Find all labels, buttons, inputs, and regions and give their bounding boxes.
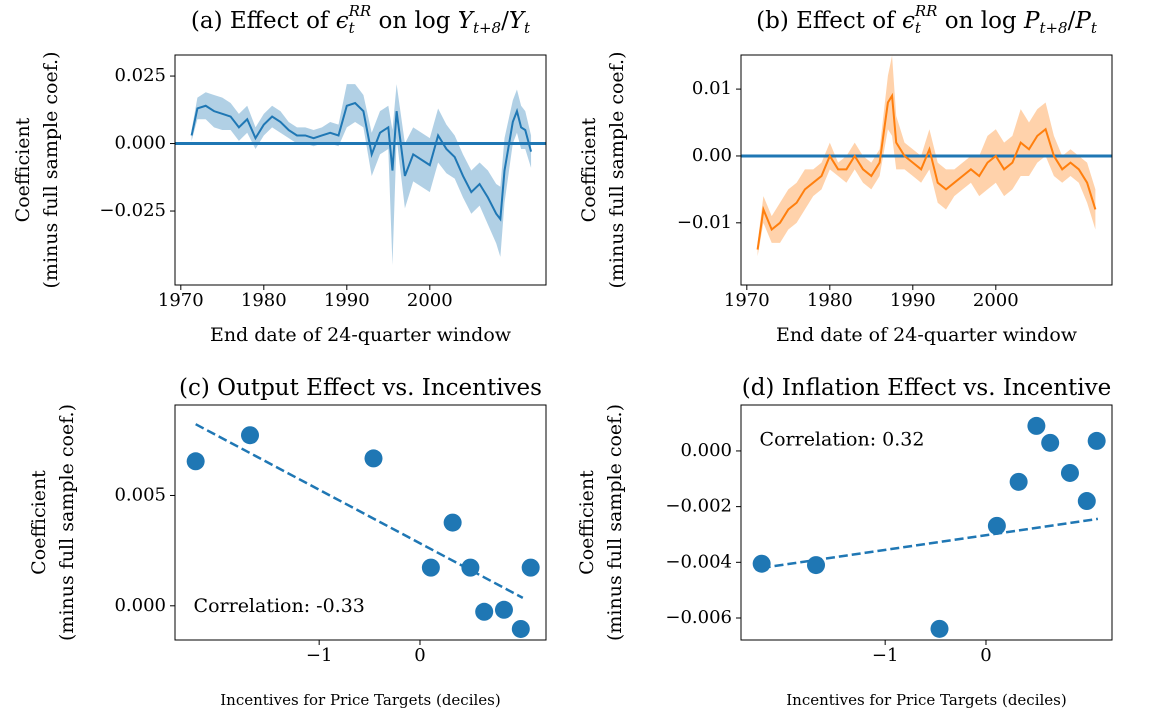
plot-area — [175, 84, 546, 266]
point — [461, 558, 480, 577]
y-tick-label: 0.005 — [114, 484, 166, 505]
y-tick-label: 0.025 — [114, 65, 166, 86]
y-tick-label: −0.002 — [665, 496, 732, 517]
point — [752, 554, 771, 573]
point — [1041, 433, 1060, 452]
fit-line — [195, 423, 524, 599]
plot-area — [186, 423, 540, 638]
x-tick-label: 2000 — [407, 290, 453, 311]
title-part: RR — [348, 2, 372, 20]
plot-area — [752, 416, 1106, 638]
y-tick-label: −0.006 — [665, 607, 732, 628]
y-tick-label: 0.01 — [692, 78, 732, 99]
x-tick-label: 1980 — [241, 290, 287, 311]
title-part: Y — [458, 8, 476, 34]
title-part: P — [1023, 8, 1040, 34]
title-part: t+8 — [1039, 19, 1067, 37]
point — [1087, 431, 1106, 450]
x-tick-label: 1970 — [724, 290, 770, 311]
x-tick-label: 1990 — [890, 290, 936, 311]
y-axis-label: (minus full sample coef.) — [56, 404, 78, 641]
axes-frame — [740, 404, 1113, 641]
x-tick-label: −1 — [306, 645, 333, 666]
title-part: P — [1074, 8, 1091, 34]
title-part: ϵ — [336, 8, 349, 34]
y-axis-label: (minus full sample coef.) — [40, 52, 62, 289]
point — [364, 449, 383, 468]
point — [1060, 463, 1079, 482]
y-axis-label: (minus full sample coef.) — [606, 52, 628, 289]
y-tick-label: 0.00 — [692, 145, 732, 166]
y-axis-label: Coefficient — [578, 117, 600, 222]
title-part: on log — [937, 8, 1024, 34]
y-tick-label: −0.01 — [677, 212, 732, 233]
point — [1027, 416, 1046, 435]
x-tick-label: 1990 — [324, 290, 370, 311]
title-part: / — [1068, 8, 1076, 34]
point — [521, 558, 540, 577]
title-part: Y — [509, 8, 527, 34]
point — [443, 513, 462, 532]
point — [807, 556, 826, 575]
annotation: Correlation: 0.32 — [760, 428, 925, 450]
x-tick-label: 1980 — [807, 290, 853, 311]
x-tick-label: 0 — [414, 645, 425, 666]
title-part: (b) Effect of — [756, 8, 902, 34]
panel-title: (c) Output Effect vs. Incentives — [179, 375, 542, 401]
y-axis-label: Coefficient — [576, 470, 598, 575]
title-part: t — [524, 19, 531, 37]
x-axis-label: End date of 24-quarter window — [210, 324, 512, 346]
plot-area — [741, 55, 1112, 257]
y-axis-label: Coefficient — [28, 470, 50, 575]
x-tick-label: 1970 — [158, 290, 204, 311]
title-part: / — [501, 8, 509, 34]
x-axis-label: Incentives for Price Targets (deciles) — [786, 691, 1066, 709]
y-axis-label: (minus full sample coef.) — [604, 404, 626, 641]
title-part: RR — [914, 2, 938, 20]
coefficient-line — [756, 92, 1097, 250]
y-tick-label: −0.025 — [99, 200, 166, 221]
y-tick-label: 0.000 — [114, 133, 166, 154]
annotation: Correlation: -0.33 — [194, 595, 365, 617]
title-part: t — [915, 19, 922, 37]
point — [494, 600, 513, 619]
title-part: on log — [371, 8, 458, 34]
point — [930, 619, 949, 638]
title-part: t — [1091, 19, 1098, 37]
x-tick-label: 2000 — [973, 290, 1019, 311]
x-axis-label: Incentives for Price Targets (deciles) — [220, 691, 500, 709]
title-part: ϵ — [902, 8, 915, 34]
x-axis-label: End date of 24-quarter window — [776, 324, 1078, 346]
x-tick-label: 0 — [980, 645, 991, 666]
panel-title: (b) Effect of ϵtRR on log Pt+8/Pt — [756, 2, 1098, 37]
axes-frame — [174, 404, 547, 641]
title-part: (d) Inflation Effect vs. Incentive — [742, 375, 1112, 401]
point — [241, 426, 260, 445]
coefficient-line — [190, 101, 533, 222]
title-part: (c) Output Effect vs. Incentives — [179, 375, 542, 401]
point — [511, 619, 530, 638]
point — [1077, 492, 1096, 511]
panel-title: (a) Effect of ϵtRR on log Yt+8/Yt — [191, 2, 531, 37]
title-part: t — [349, 19, 356, 37]
point — [421, 558, 440, 577]
point — [1009, 472, 1028, 491]
panel-title: (d) Inflation Effect vs. Incentive — [742, 375, 1112, 401]
axes-frame — [174, 54, 547, 286]
axes-frame — [740, 54, 1113, 286]
y-axis-label: Coefficient — [12, 117, 34, 222]
y-tick-label: 0.000 — [680, 440, 732, 461]
x-tick-label: −1 — [872, 645, 899, 666]
point — [186, 452, 205, 471]
confidence-band — [191, 84, 532, 266]
point — [987, 516, 1006, 535]
y-tick-label: 0.000 — [114, 595, 166, 616]
title-part: (a) Effect of — [191, 8, 336, 34]
y-tick-label: −0.004 — [665, 551, 732, 572]
point — [475, 602, 494, 621]
title-part: t+8 — [473, 19, 501, 37]
